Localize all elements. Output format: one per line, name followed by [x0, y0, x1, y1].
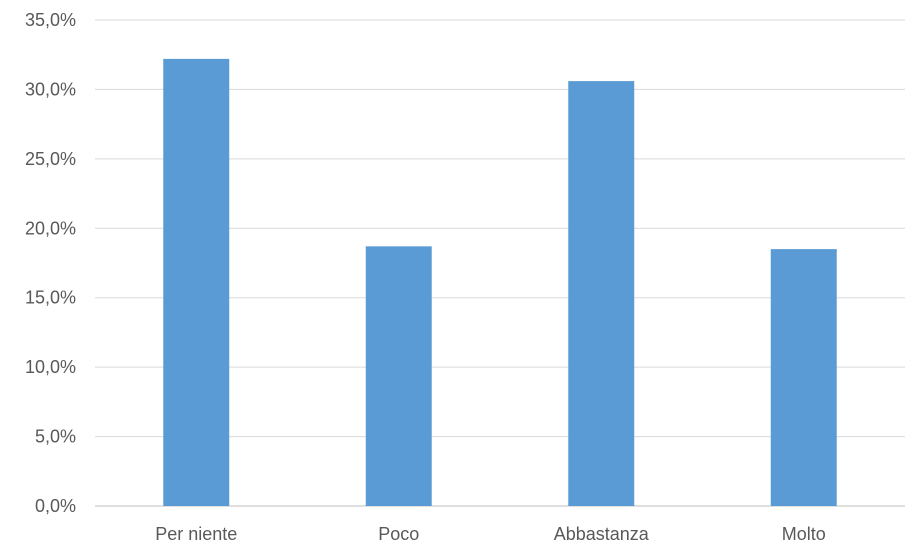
y-tick-label: 35,0%: [25, 10, 76, 30]
x-tick-label: Abbastanza: [554, 524, 650, 544]
y-tick-label: 20,0%: [25, 218, 76, 238]
gridlines: [95, 19, 905, 507]
y-tick-label: 25,0%: [25, 149, 76, 169]
y-tick-label: 5,0%: [35, 427, 76, 447]
x-tick-label: Per niente: [155, 524, 237, 544]
x-tick-label: Poco: [378, 524, 419, 544]
y-tick-label: 0,0%: [35, 496, 76, 516]
y-tick-label: 15,0%: [25, 288, 76, 308]
bars: [163, 58, 837, 507]
bar: [163, 58, 230, 506]
y-tick-label: 10,0%: [25, 357, 76, 377]
bar: [568, 81, 635, 507]
y-axis-tick-labels: 0,0% 5,0% 10,0% 15,0% 20,0% 25,0% 30,0% 35,0%: [25, 10, 76, 516]
x-axis-tick-labels: Per niente Poco Abbastanza Molto: [155, 524, 826, 544]
bar: [365, 246, 432, 506]
x-tick-label: Molto: [782, 524, 826, 544]
bar: [770, 249, 837, 506]
y-tick-label: 30,0%: [25, 79, 76, 99]
